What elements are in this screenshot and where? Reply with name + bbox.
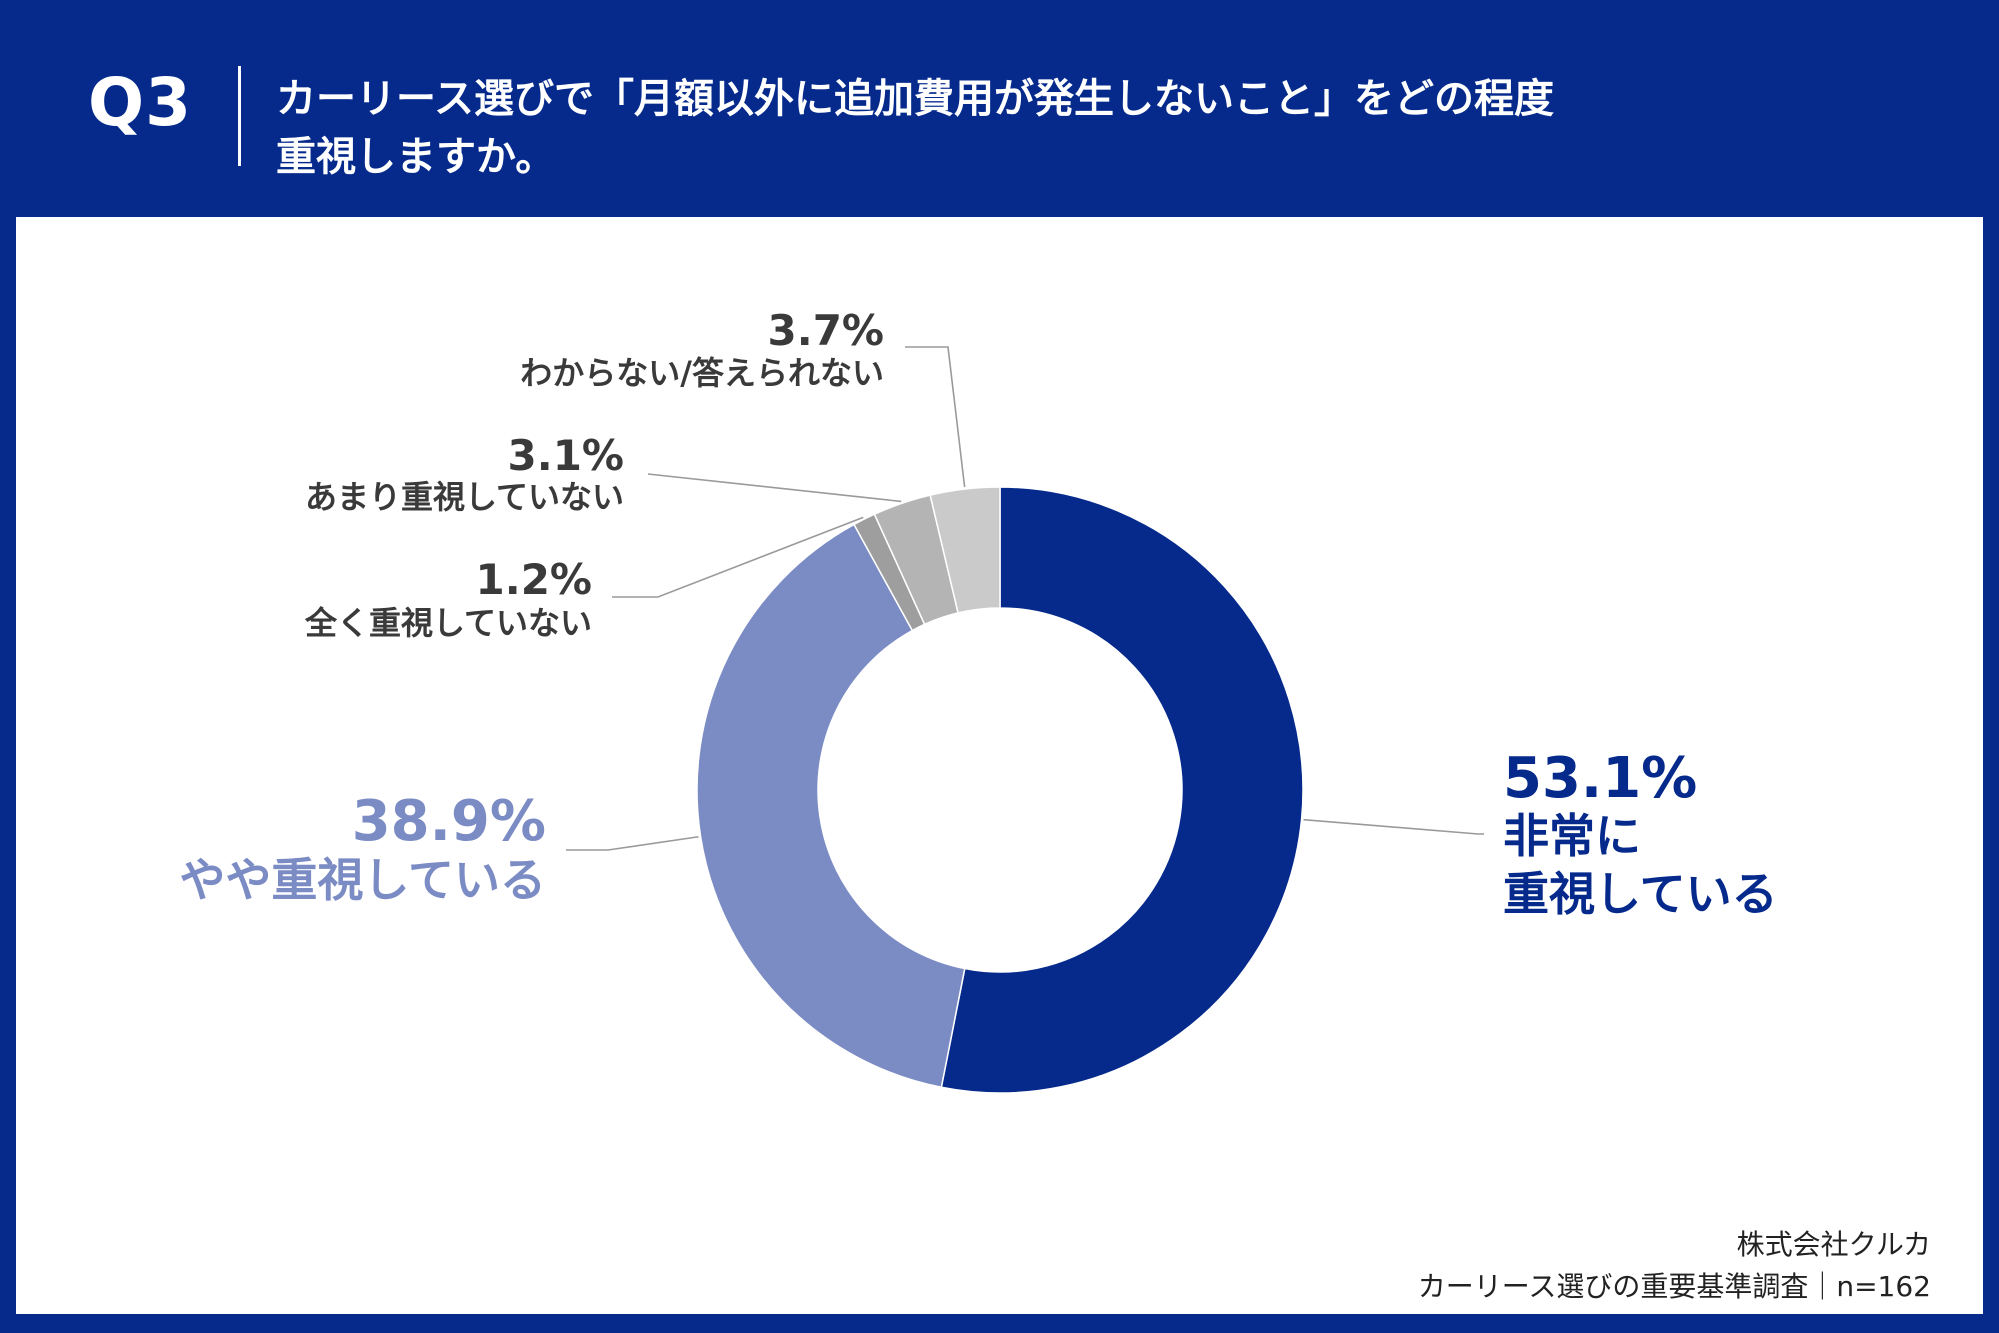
- question-title-line-2: 重視しますか。: [276, 134, 556, 180]
- chart-panel: [16, 217, 1983, 1314]
- slice-value-label: 38.9%: [352, 789, 546, 854]
- slice-value-label: 3.7%: [768, 306, 884, 355]
- donut-slice: [696, 523, 966, 1089]
- footer-company: 株式会社クルカ: [1736, 1228, 1931, 1261]
- slice-category-label: 全く重視していない: [304, 604, 592, 642]
- slice-value-label: 3.1%: [508, 431, 624, 480]
- leader-line: [647, 473, 902, 503]
- question-title-line-1: カーリース選びで「月額以外に追加費用が発生しないこと」をどの程度: [276, 76, 1554, 122]
- slice-category-label: わからない/答えられない: [520, 354, 884, 392]
- slice-category-label: 重視している: [1503, 867, 1778, 921]
- header-divider: [238, 66, 241, 166]
- donut-slice: [929, 486, 1001, 614]
- slice-value-label: 53.1%: [1503, 746, 1697, 811]
- leader-line: [612, 516, 864, 598]
- footer: 株式会社クルカ カーリース選びの重要基準調査｜n=162: [1418, 1224, 1931, 1308]
- footer-survey: カーリース選びの重要基準調査｜n=162: [1417, 1270, 1931, 1303]
- question-number: Q3: [88, 64, 193, 141]
- header: Q3 カーリース選びで「月額以外に追加費用が発生しないこと」をどの程度 重視しま…: [0, 0, 1999, 215]
- leader-line: [566, 835, 699, 851]
- question-title: カーリース選びで「月額以外に追加費用が発生しないこと」をどの程度 重視しますか。: [276, 70, 1776, 186]
- slice-category-label: あまり重視していない: [305, 478, 624, 516]
- slice-category-label: やや重視している: [179, 853, 546, 907]
- leader-line: [1303, 818, 1484, 835]
- slice-category-label: 非常に: [1503, 809, 1641, 863]
- leader-line: [905, 346, 966, 488]
- donut-slice: [940, 486, 1304, 1094]
- slice-value-label: 1.2%: [476, 555, 592, 604]
